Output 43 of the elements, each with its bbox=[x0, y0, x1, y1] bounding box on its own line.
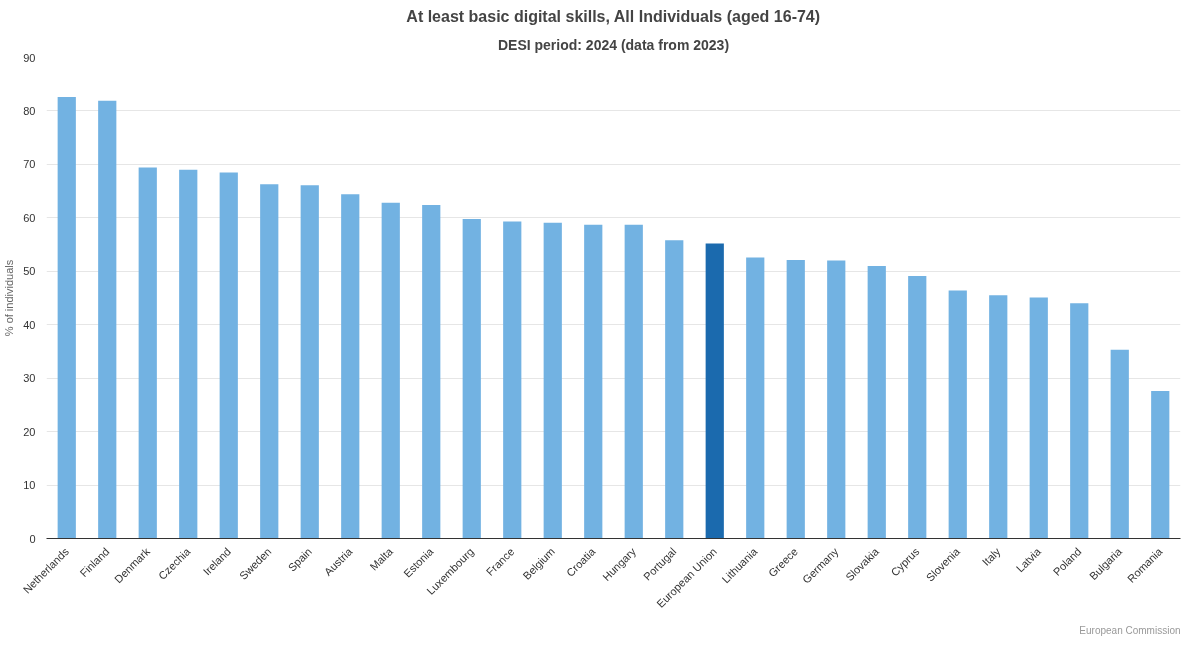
x-tick-label: Italy bbox=[979, 544, 1003, 569]
y-tick-label: 60 bbox=[23, 211, 36, 224]
bar bbox=[543, 222, 562, 539]
y-tick-label: 0 bbox=[29, 532, 36, 545]
bar bbox=[1070, 303, 1089, 539]
y-tick-label: 50 bbox=[23, 265, 36, 278]
bar bbox=[705, 243, 724, 539]
bar bbox=[786, 260, 805, 539]
bar bbox=[1110, 349, 1129, 539]
bar bbox=[989, 295, 1008, 539]
bar bbox=[341, 194, 360, 539]
bar bbox=[138, 167, 157, 539]
bar bbox=[1029, 297, 1048, 539]
bar bbox=[219, 172, 238, 539]
chart-title: At least basic digital skills, All Individuals (aged 16-74) bbox=[406, 7, 821, 25]
bar bbox=[98, 100, 117, 539]
y-tick-label: 70 bbox=[23, 158, 36, 171]
bar bbox=[462, 218, 481, 539]
y-tick-label: 10 bbox=[23, 479, 36, 492]
bar bbox=[948, 290, 967, 539]
bar bbox=[908, 276, 927, 539]
y-tick-label: 20 bbox=[23, 425, 36, 438]
bar bbox=[57, 97, 76, 539]
y-tick-label: 80 bbox=[23, 104, 36, 117]
bar bbox=[624, 224, 643, 539]
y-tick-label: 30 bbox=[23, 372, 36, 385]
bar bbox=[300, 185, 319, 539]
y-tick-label: 90 bbox=[23, 51, 36, 64]
y-axis-title: % of individuals bbox=[3, 259, 16, 337]
bar bbox=[381, 202, 400, 539]
bar bbox=[746, 257, 765, 539]
bar bbox=[422, 205, 441, 539]
y-tick-label: 40 bbox=[23, 318, 36, 331]
chart-subtitle: DESI period: 2024 (data from 2023) bbox=[497, 36, 730, 53]
bar bbox=[665, 240, 684, 539]
bar bbox=[867, 265, 886, 539]
bar bbox=[827, 260, 846, 539]
text: European Commission bbox=[1079, 624, 1181, 636]
bar bbox=[503, 221, 522, 539]
bar bbox=[584, 224, 603, 539]
bar bbox=[1151, 390, 1170, 539]
bar bbox=[260, 184, 279, 539]
bar bbox=[179, 169, 198, 539]
